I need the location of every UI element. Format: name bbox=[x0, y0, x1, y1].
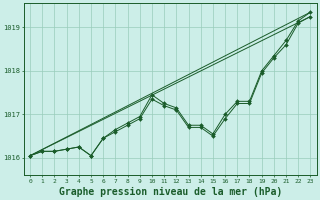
X-axis label: Graphe pression niveau de la mer (hPa): Graphe pression niveau de la mer (hPa) bbox=[59, 186, 282, 197]
